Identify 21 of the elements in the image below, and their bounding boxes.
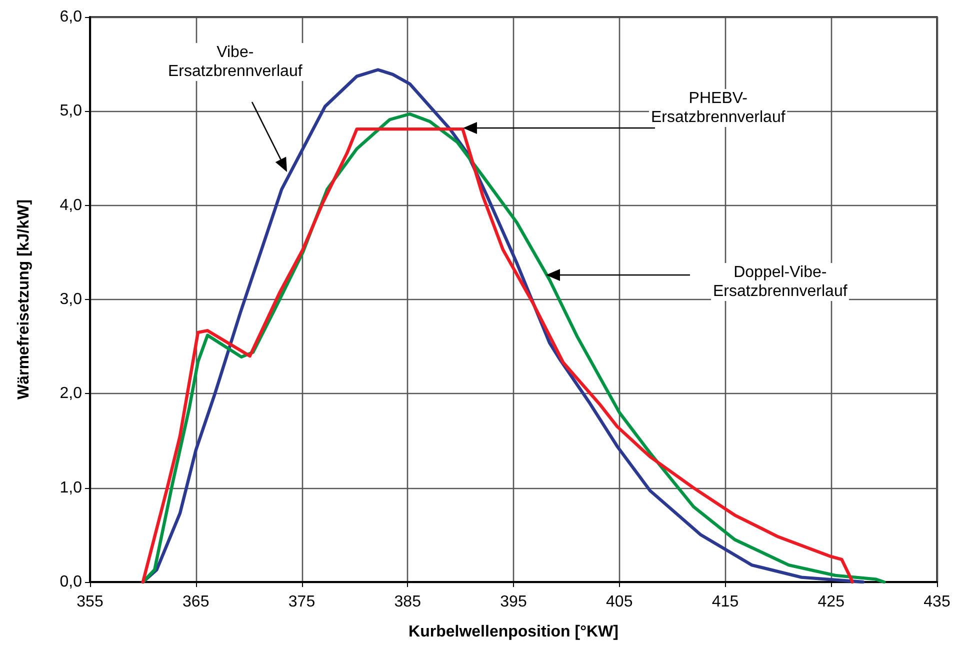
x-tick-label: 365 <box>182 594 210 610</box>
y-tick-label: 6,0 <box>60 8 82 26</box>
x-tick-label: 405 <box>606 594 633 610</box>
y-tick-label: 1,0 <box>60 479 82 496</box>
y-tick-label: 5,0 <box>60 102 82 120</box>
y-tick-label: 3,0 <box>60 291 82 308</box>
x-tick-label: 355 <box>76 594 104 610</box>
y-axis-title: Wärmefreisetzung [kJ/kW] <box>16 199 32 400</box>
x-tick-label: 375 <box>288 594 316 610</box>
y-tick-label: 0,0 <box>60 574 82 590</box>
annotation: Doppel-Vibe- Ersatzbrennverlauf <box>711 263 850 301</box>
x-tick-label: 425 <box>818 594 845 610</box>
annotation: Vibe- Ersatzbrennverlauf <box>166 43 304 81</box>
x-tick-label: 395 <box>500 594 527 610</box>
x-tick-label: 435 <box>924 594 950 610</box>
y-tick-label: 2,0 <box>60 385 82 402</box>
x-tick-label: 385 <box>394 594 422 610</box>
y-tick-label: 4,0 <box>60 196 82 214</box>
annotation: PHEBV- Ersatzbrennverlauf <box>649 89 788 127</box>
x-axis-title: Kurbelwellenposition [°KW] <box>408 624 618 640</box>
x-tick-label: 415 <box>712 594 739 610</box>
